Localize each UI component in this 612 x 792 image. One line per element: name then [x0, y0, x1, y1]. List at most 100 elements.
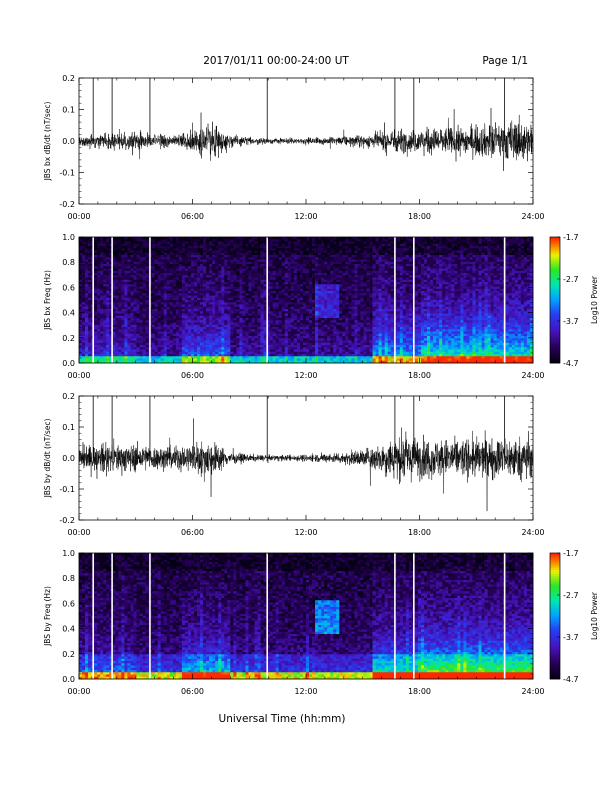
spectrogram-cell	[251, 349, 255, 353]
spectrogram-cell	[194, 261, 198, 265]
spectrogram-cell	[136, 347, 140, 350]
spectrogram-cell	[97, 315, 101, 319]
spectrogram-cell	[336, 358, 340, 362]
spectrogram-cell	[203, 255, 207, 258]
spectrogram-cell	[312, 313, 316, 317]
spectrogram-cell	[312, 331, 316, 335]
spectrogram-cell	[242, 347, 246, 350]
spectrogram-cell	[85, 241, 89, 245]
spectrogram-cell	[239, 329, 243, 332]
spectrogram-cell	[85, 322, 89, 326]
spectrogram-cell	[233, 293, 237, 296]
spectrogram-cell	[206, 255, 210, 258]
spectrogram-cell	[227, 255, 231, 258]
spectrogram-cell	[184, 349, 189, 353]
spectrogram-cell	[224, 275, 228, 278]
spectrogram-cell	[333, 320, 337, 323]
spectrogram-cell	[233, 333, 237, 337]
spectrogram-cell	[248, 309, 252, 312]
spectrogram-cell	[139, 338, 143, 341]
spectrogram-cell	[94, 324, 98, 328]
spectrogram-cell	[136, 264, 140, 267]
spectrogram-cell	[306, 252, 310, 256]
spectrogram-cell	[209, 293, 213, 296]
spectrogram-cell	[203, 351, 207, 355]
spectrogram-cell	[299, 345, 304, 348]
spectrogram-cell	[88, 322, 92, 326]
spectrogram-cell	[209, 342, 213, 346]
spectrogram-cell	[121, 354, 125, 357]
spectrogram-cell	[315, 273, 319, 276]
spectrogram-cell	[230, 250, 234, 254]
spectrogram-cell	[306, 304, 310, 308]
spectrogram-cell	[299, 241, 304, 245]
spectrogram-cell	[194, 354, 198, 357]
spectrogram-cell	[251, 320, 255, 323]
spectrogram-cell	[154, 268, 158, 272]
spectrogram-cell	[321, 252, 325, 256]
spectrogram-cell	[327, 304, 331, 308]
spectrogram-cell	[242, 336, 246, 339]
spectrogram-cell	[106, 318, 110, 321]
spectrogram-cell	[263, 324, 267, 328]
spectrogram-cell	[181, 250, 186, 254]
spectrogram-cell	[293, 264, 298, 267]
spectrogram-cell	[260, 250, 264, 254]
spectrogram-cell	[215, 248, 219, 251]
spectrogram-cell	[257, 351, 261, 355]
spectrogram-cell	[142, 324, 146, 328]
spectrogram-cell	[127, 340, 131, 344]
spectrogram-cell	[330, 259, 334, 263]
spectrogram-cell	[321, 324, 325, 328]
spectrogram-cell	[172, 275, 177, 278]
spectrogram-cell	[187, 347, 192, 350]
spectrogram-cell	[127, 313, 131, 317]
spectrogram-cell	[248, 279, 252, 283]
spectrogram-cell	[79, 248, 83, 251]
spectrogram-cell	[278, 300, 283, 303]
spectrogram-cell	[197, 340, 201, 344]
spectrogram-cell	[172, 237, 177, 240]
spectrogram-cell	[88, 255, 92, 258]
spectrogram-cell	[281, 279, 286, 283]
spectrogram-cell	[284, 306, 289, 310]
spectrogram-cell	[333, 304, 337, 308]
spectrogram-cell	[269, 356, 274, 359]
spectrogram-cell	[327, 336, 331, 339]
spectrogram-cell	[302, 293, 307, 296]
spectrogram-cell	[239, 345, 243, 348]
spectrogram-cell	[254, 266, 258, 269]
spectrogram-cell	[215, 320, 219, 323]
spectrogram-cell	[178, 338, 183, 341]
spectrogram-cell	[206, 243, 210, 247]
spectrogram-cell	[160, 304, 165, 308]
spectrogram-cell	[278, 333, 283, 337]
spectrogram-cell	[209, 282, 213, 285]
spectrogram-cell	[206, 246, 210, 249]
spectrogram-cell	[88, 252, 92, 256]
spectrogram-cell	[236, 277, 240, 281]
spectrogram-cell	[82, 356, 86, 359]
spectrogram-cell	[82, 255, 86, 258]
spectrogram-cell	[239, 237, 243, 240]
spectrogram-cell	[97, 293, 101, 296]
spectrogram-cell	[118, 273, 122, 276]
spectrogram-cell	[333, 291, 337, 294]
spectrogram-cell	[124, 351, 128, 355]
spectrogram-cell	[215, 241, 219, 245]
spectrogram-cell	[269, 288, 274, 292]
spectrogram-cell	[236, 291, 240, 294]
spectrogram-cell	[166, 302, 171, 305]
spectrogram-cell	[287, 315, 292, 319]
spectrogram-cell	[245, 288, 249, 292]
spectrogram-cell	[315, 304, 319, 308]
spectrogram-cell	[127, 255, 131, 258]
spectrogram-cell	[103, 259, 107, 263]
spectrogram-cell	[324, 257, 328, 260]
spectrogram-cell	[139, 239, 143, 242]
spectrogram-cell	[172, 259, 177, 263]
spectrogram-cell	[272, 248, 277, 251]
spectrogram-cell	[166, 358, 171, 362]
spectrogram-cell	[342, 248, 346, 251]
spectrogram-cell	[79, 300, 83, 303]
